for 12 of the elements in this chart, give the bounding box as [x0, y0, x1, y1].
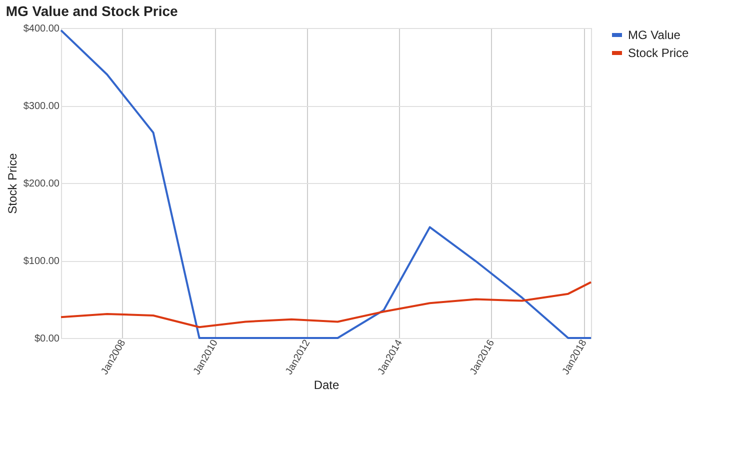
legend-label: MG Value	[628, 28, 681, 42]
x-axis-title: Date	[314, 378, 340, 392]
y-tick-label: $100.00	[23, 256, 60, 267]
y-axis-title: Stock Price	[5, 152, 20, 214]
line-series	[60, 29, 592, 339]
legend-label: Stock Price	[628, 46, 690, 60]
y-tick-label: $400.00	[23, 24, 60, 34]
y-tick-label: $300.00	[23, 101, 60, 112]
y-tick-label: $200.00	[23, 178, 60, 190]
y-tick-label: $0.00	[34, 334, 60, 344]
line-series	[60, 281, 592, 328]
chart-title: MG Value and Stock Price	[6, 3, 178, 19]
